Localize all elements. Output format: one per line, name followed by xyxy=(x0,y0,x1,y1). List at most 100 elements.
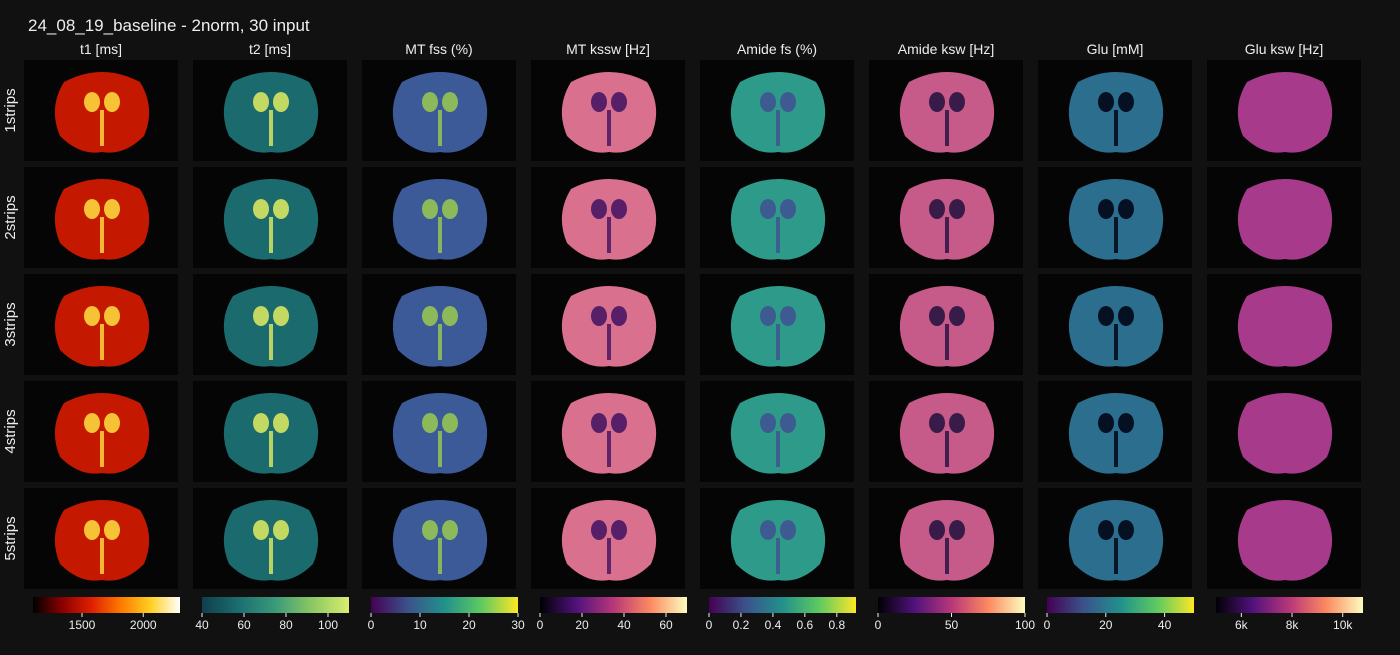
brain-map xyxy=(1237,179,1333,260)
map-panel xyxy=(362,381,516,482)
map-panel xyxy=(531,60,685,161)
map-panel xyxy=(531,488,685,589)
map-feature xyxy=(611,520,627,540)
map-panel xyxy=(1207,167,1361,268)
colorbar-tick-label: 0.8 xyxy=(828,618,845,632)
map-panel xyxy=(1038,167,1192,268)
map-feature xyxy=(104,199,120,219)
map-feature xyxy=(929,413,945,433)
map-feature xyxy=(269,324,273,360)
map-feature xyxy=(269,431,273,467)
map-feature xyxy=(1118,199,1134,219)
colorbar-tick-label: 6k xyxy=(1235,618,1249,632)
map-feature xyxy=(1118,413,1134,433)
map-feature xyxy=(100,110,104,146)
map-panel xyxy=(700,488,854,589)
map-feature xyxy=(84,413,100,433)
colorbar xyxy=(202,597,349,613)
map-feature xyxy=(776,110,780,146)
map-feature xyxy=(611,92,627,112)
map-feature xyxy=(776,431,780,467)
colorbar-tick-label: 40 xyxy=(1158,618,1172,632)
colorbar-tick-label: 100 xyxy=(318,618,338,632)
map-feature xyxy=(945,324,949,360)
map-feature xyxy=(253,92,269,112)
map-feature xyxy=(929,520,945,540)
map-feature xyxy=(1118,306,1134,326)
map-feature xyxy=(780,199,796,219)
map-feature xyxy=(422,520,438,540)
map-panel xyxy=(1038,60,1192,161)
map-feature xyxy=(253,199,269,219)
map-panel xyxy=(531,381,685,482)
colorbar xyxy=(540,597,687,613)
map-panel xyxy=(24,381,178,482)
map-feature xyxy=(84,92,100,112)
colorbar xyxy=(1216,597,1363,613)
map-feature xyxy=(269,538,273,574)
colorbar-tick-label: 20 xyxy=(1099,618,1113,632)
map-panel xyxy=(869,167,1023,268)
map-panel xyxy=(193,167,347,268)
map-feature xyxy=(104,92,120,112)
colorbar-tick-label: 0 xyxy=(537,618,544,632)
colorbar-tick-label: 10k xyxy=(1333,618,1353,632)
map-feature xyxy=(273,92,289,112)
brain-map xyxy=(1237,500,1333,581)
colorbar xyxy=(878,597,1025,613)
colorbar xyxy=(371,597,518,613)
map-feature xyxy=(949,92,965,112)
map-feature xyxy=(438,324,442,360)
map-feature xyxy=(780,520,796,540)
map-panel xyxy=(1038,488,1192,589)
colorbar-tick-label: 50 xyxy=(945,618,959,632)
figure-title: 24_08_19_baseline - 2norm, 30 input xyxy=(28,16,310,35)
map-feature xyxy=(1114,110,1118,146)
map-feature xyxy=(776,324,780,360)
map-feature xyxy=(780,413,796,433)
colorbar-tick-label: 20 xyxy=(462,618,476,632)
colorbar-tick-label: 1500 xyxy=(69,618,96,632)
map-feature xyxy=(438,431,442,467)
map-feature xyxy=(949,413,965,433)
map-feature xyxy=(273,306,289,326)
brain-map xyxy=(1237,393,1333,474)
map-feature xyxy=(607,324,611,360)
colorbar-tick-label: 10 xyxy=(413,618,427,632)
map-feature xyxy=(611,199,627,219)
colorbar-tick-label: 0 xyxy=(368,618,375,632)
map-panel xyxy=(193,274,347,375)
colorbar-tick-label: 40 xyxy=(195,618,209,632)
map-feature xyxy=(929,199,945,219)
colorbar-tick-label: 0.2 xyxy=(733,618,750,632)
map-feature xyxy=(104,413,120,433)
map-feature xyxy=(422,92,438,112)
column-label: Glu ksw [Hz] xyxy=(1245,41,1324,57)
map-feature xyxy=(1114,324,1118,360)
map-feature xyxy=(269,110,273,146)
map-feature xyxy=(438,538,442,574)
map-feature xyxy=(100,217,104,253)
colorbar xyxy=(709,597,856,613)
brain-map xyxy=(1237,286,1333,367)
map-panel xyxy=(362,488,516,589)
map-feature xyxy=(253,520,269,540)
map-feature xyxy=(945,217,949,253)
map-panel xyxy=(1207,381,1361,482)
column-label: MT fss (%) xyxy=(405,41,472,57)
map-feature xyxy=(591,306,607,326)
column-label: t2 [ms] xyxy=(249,41,291,57)
map-panel xyxy=(869,274,1023,375)
map-feature xyxy=(760,520,776,540)
map-panel xyxy=(1207,488,1361,589)
column-label: Glu [mM] xyxy=(1087,41,1144,57)
row-label: 1strips xyxy=(2,88,19,132)
map-feature xyxy=(100,324,104,360)
map-feature xyxy=(760,413,776,433)
map-feature xyxy=(422,413,438,433)
map-feature xyxy=(84,199,100,219)
map-feature xyxy=(442,413,458,433)
map-feature xyxy=(1118,92,1134,112)
colorbar-tick-label: 80 xyxy=(279,618,293,632)
map-feature xyxy=(591,413,607,433)
